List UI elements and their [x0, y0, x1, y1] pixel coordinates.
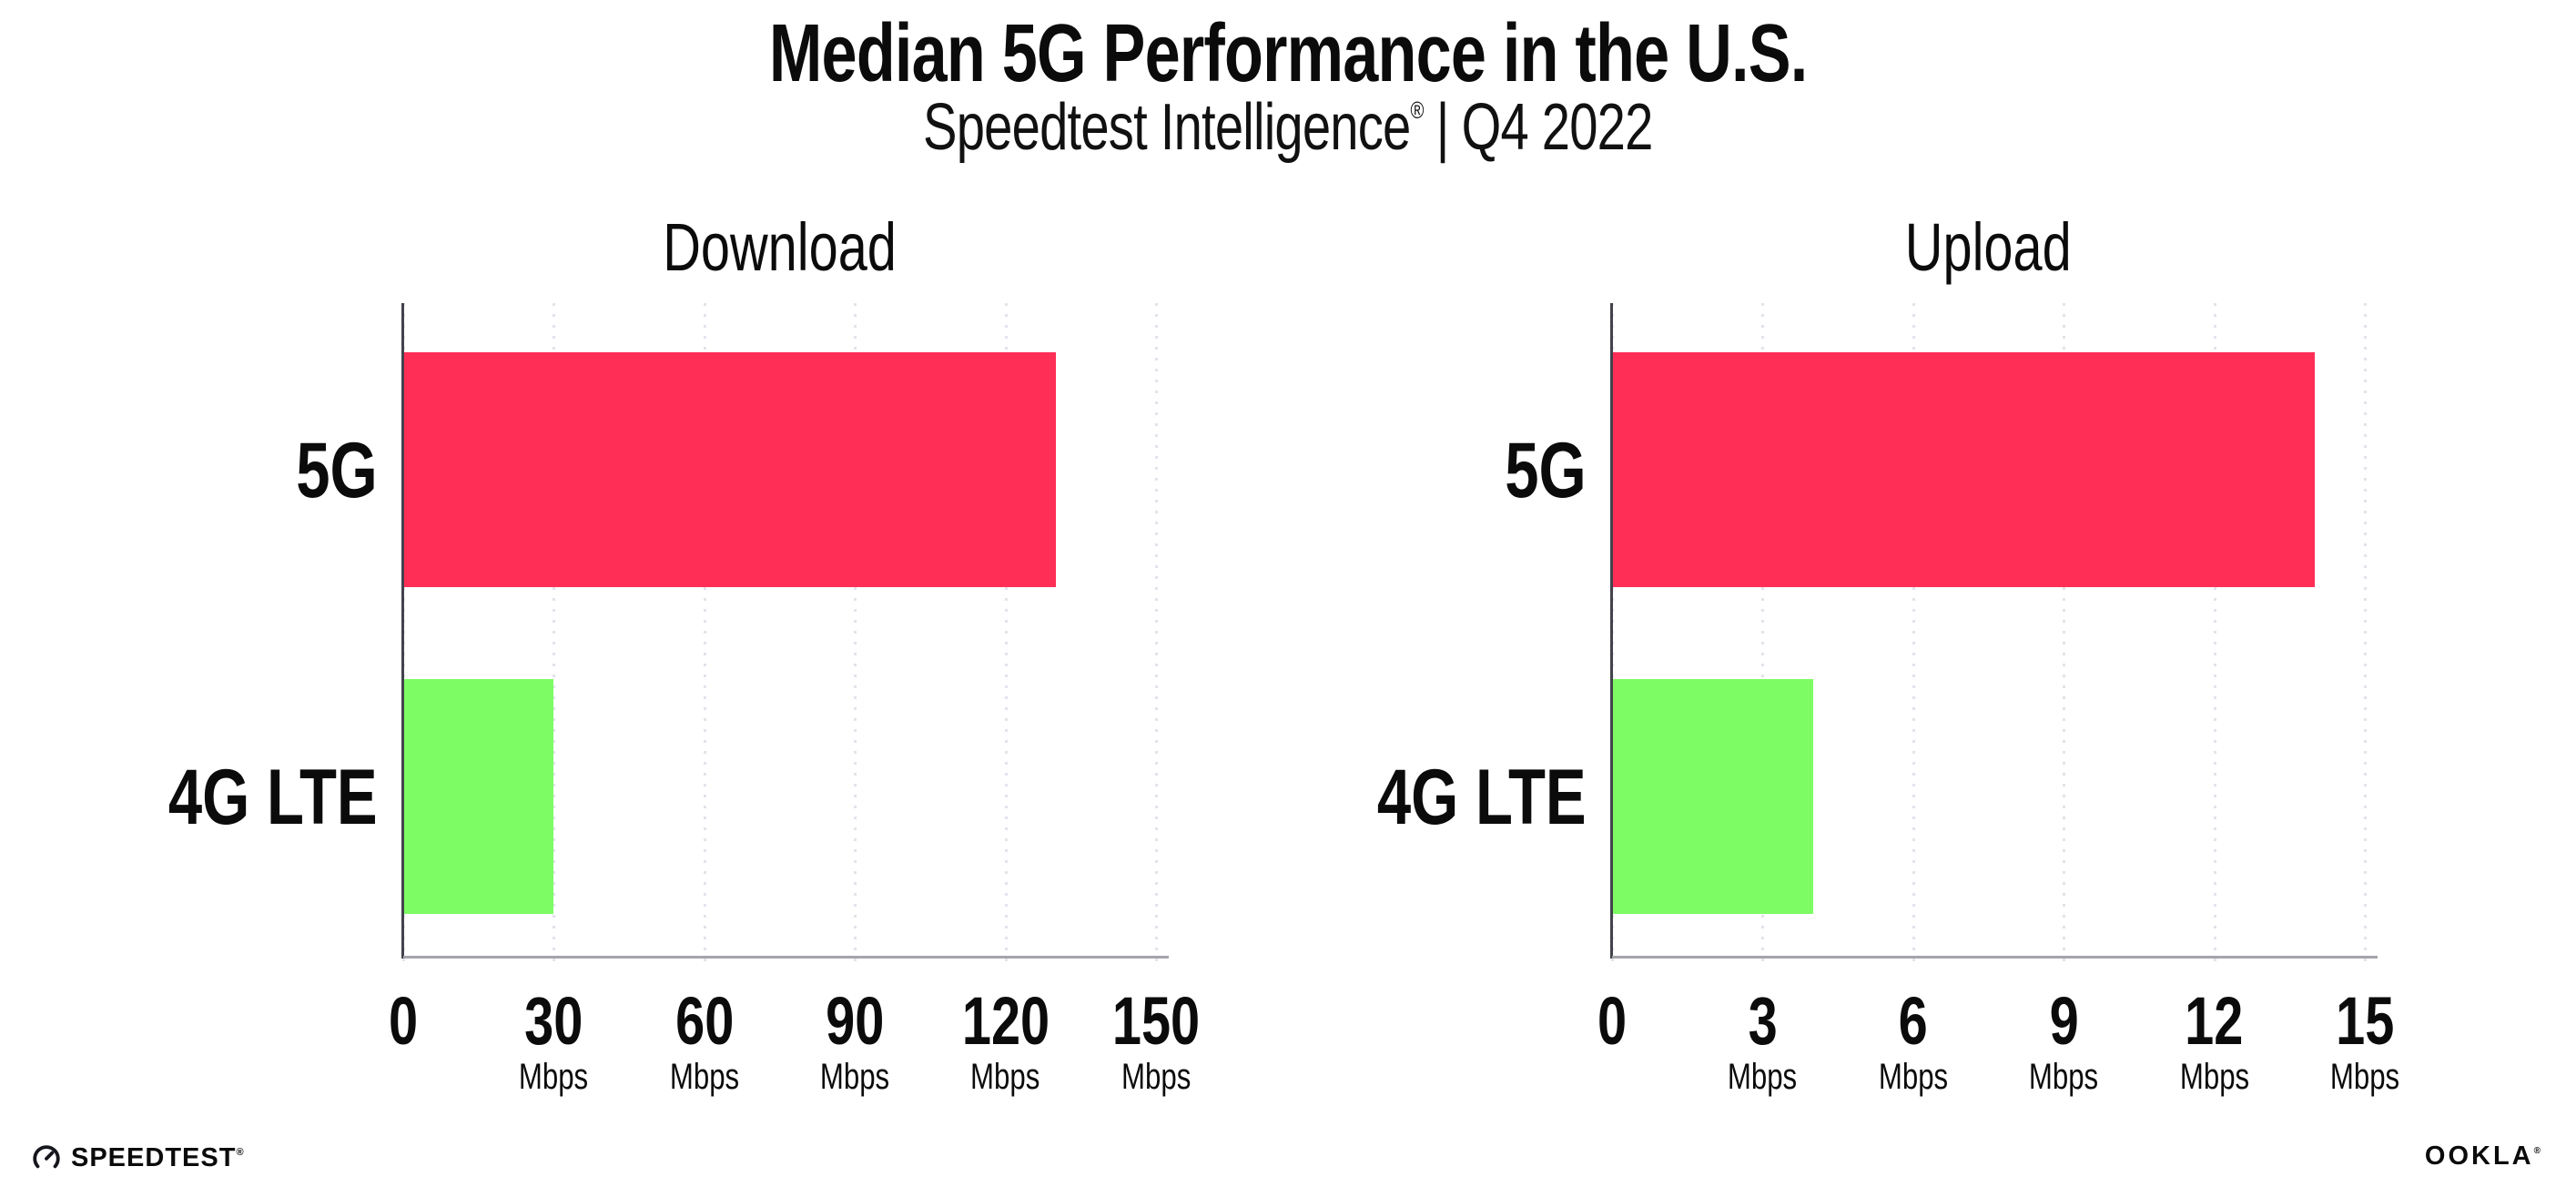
gridline-30 — [553, 303, 556, 966]
x-tick-9: 9 Mbps — [2029, 983, 2099, 1097]
subtitle-divider: | — [1435, 91, 1450, 164]
ookla-trademark: ® — [2533, 1146, 2543, 1156]
download-plot-area — [401, 303, 1169, 966]
page-title-text: Median 5G Performance in the U.S. — [768, 8, 1808, 99]
gridline-120 — [1004, 303, 1008, 966]
bar-5g — [1612, 352, 2315, 587]
gridline-90 — [854, 303, 857, 966]
registered-mark: ® — [1410, 96, 1425, 124]
x-axis-line — [403, 956, 1169, 959]
subtitle-period: Q4 2022 — [1461, 91, 1654, 164]
speedtest-wordmark: SPEEDTEST® — [71, 1142, 245, 1172]
page-subtitle-text: Speedtest Intelligence® | Q4 2022 — [923, 95, 1653, 160]
upload-chart-title: Upload — [1905, 209, 2072, 285]
gridline-15 — [2364, 303, 2367, 966]
download-chart: Download 0 30 Mbps 60 Mbps 90 Mbps 120 Mbps 150 Mb… — [168, 214, 1200, 1096]
gridline-12 — [2213, 303, 2216, 966]
speedtest-trademark: ® — [236, 1146, 245, 1158]
gridline-6 — [1912, 303, 1915, 966]
ookla-logo: OOKLA® — [2425, 1141, 2543, 1172]
y-axis-line — [401, 303, 404, 959]
upload-chart: Upload 0 3 Mbps 6 Mbps 9 Mbps 12 Mbps 15 Mbps 5G 4G … — [1377, 214, 2399, 1096]
x-tick-60: 60 Mbps — [669, 983, 739, 1097]
gridline-60 — [703, 303, 706, 966]
category-label-4g-lte: 4G LTE — [168, 754, 378, 841]
bar-5g — [403, 352, 1056, 587]
gridline-9 — [2063, 303, 2066, 966]
gridline-150 — [1155, 303, 1158, 966]
speedtest-logo: SPEEDTEST® — [31, 1142, 245, 1173]
page-title: Median 5G Performance in the U.S. — [0, 13, 2576, 95]
page-subtitle: Speedtest Intelligence® | Q4 2022 — [0, 95, 2576, 160]
upload-plot-area — [1610, 303, 2378, 966]
y-axis-line — [1610, 303, 1613, 959]
x-tick-3: 3 Mbps — [1728, 983, 1798, 1097]
x-tick-12: 12 Mbps — [2179, 983, 2249, 1097]
x-tick-0: 0 — [1597, 983, 1628, 1059]
x-tick-30: 30 Mbps — [519, 983, 589, 1097]
download-chart-title: Download — [663, 209, 897, 285]
x-tick-15: 15 Mbps — [2329, 983, 2400, 1097]
bar-4g-lte — [1612, 679, 1813, 914]
x-tick-90: 90 Mbps — [820, 983, 890, 1097]
x-tick-6: 6 Mbps — [1878, 983, 1948, 1097]
x-tick-0: 0 — [388, 983, 419, 1059]
category-label-5g: 5G — [1505, 427, 1587, 514]
category-label-4g-lte: 4G LTE — [1377, 754, 1587, 841]
ookla-wordmark: OOKLA® — [2424, 1141, 2543, 1171]
speedtest-gauge-icon — [31, 1142, 62, 1173]
x-tick-150: 150 Mbps — [1111, 983, 1201, 1097]
bar-4g-lte — [403, 679, 554, 914]
category-label-5g: 5G — [296, 427, 378, 514]
x-axis-line — [1612, 956, 2378, 959]
subtitle-brand: Speedtest Intelligence — [923, 91, 1411, 164]
gridline-3 — [1761, 303, 1765, 966]
x-tick-120: 120 Mbps — [961, 983, 1050, 1097]
